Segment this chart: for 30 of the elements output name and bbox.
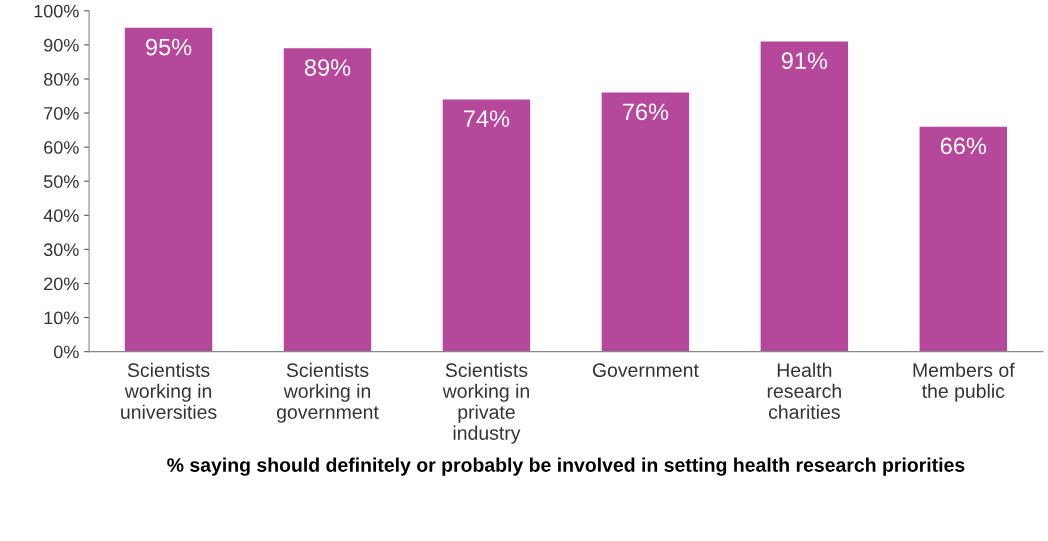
bar bbox=[283, 48, 372, 352]
y-tick-label: 50% bbox=[43, 175, 79, 188]
bar bbox=[124, 27, 213, 352]
x-tick-label: Health research charities bbox=[767, 362, 841, 419]
x-tick-label: Government bbox=[592, 363, 699, 378]
y-tick-label: 80% bbox=[44, 72, 79, 86]
y-tick-label: 30% bbox=[43, 243, 79, 257]
y-tick-label: 20% bbox=[44, 277, 79, 291]
data-label: 89% bbox=[304, 59, 351, 76]
bar bbox=[442, 99, 531, 352]
y-tick-label: 40% bbox=[43, 209, 79, 223]
x-tick-label: Scientists working in government bbox=[276, 362, 379, 423]
y-tick-label: 70% bbox=[44, 107, 79, 120]
y-tick-label: 0% bbox=[53, 345, 79, 359]
bar bbox=[760, 41, 849, 352]
x-tick-label: Scientists working in universities bbox=[121, 362, 217, 419]
data-label: 74% bbox=[464, 110, 510, 127]
data-label: 91% bbox=[781, 52, 828, 70]
x-tick-label: Scientists working in private industry bbox=[442, 362, 529, 444]
data-label: 95% bbox=[146, 38, 192, 56]
data-label: 66% bbox=[940, 137, 987, 155]
bar bbox=[601, 92, 690, 352]
y-tick-label: 60% bbox=[44, 141, 79, 154]
x-axis-title: % saying should definitely or probably be involved in setting health research priorities bbox=[167, 457, 965, 476]
data-label: 76% bbox=[622, 103, 669, 121]
x-tick-label: Members of the public bbox=[913, 362, 1015, 402]
bar bbox=[919, 126, 1007, 352]
y-tick-label: 90% bbox=[44, 38, 79, 52]
y-tick-label: 100% bbox=[34, 4, 79, 18]
y-tick-label: 10% bbox=[44, 311, 79, 325]
